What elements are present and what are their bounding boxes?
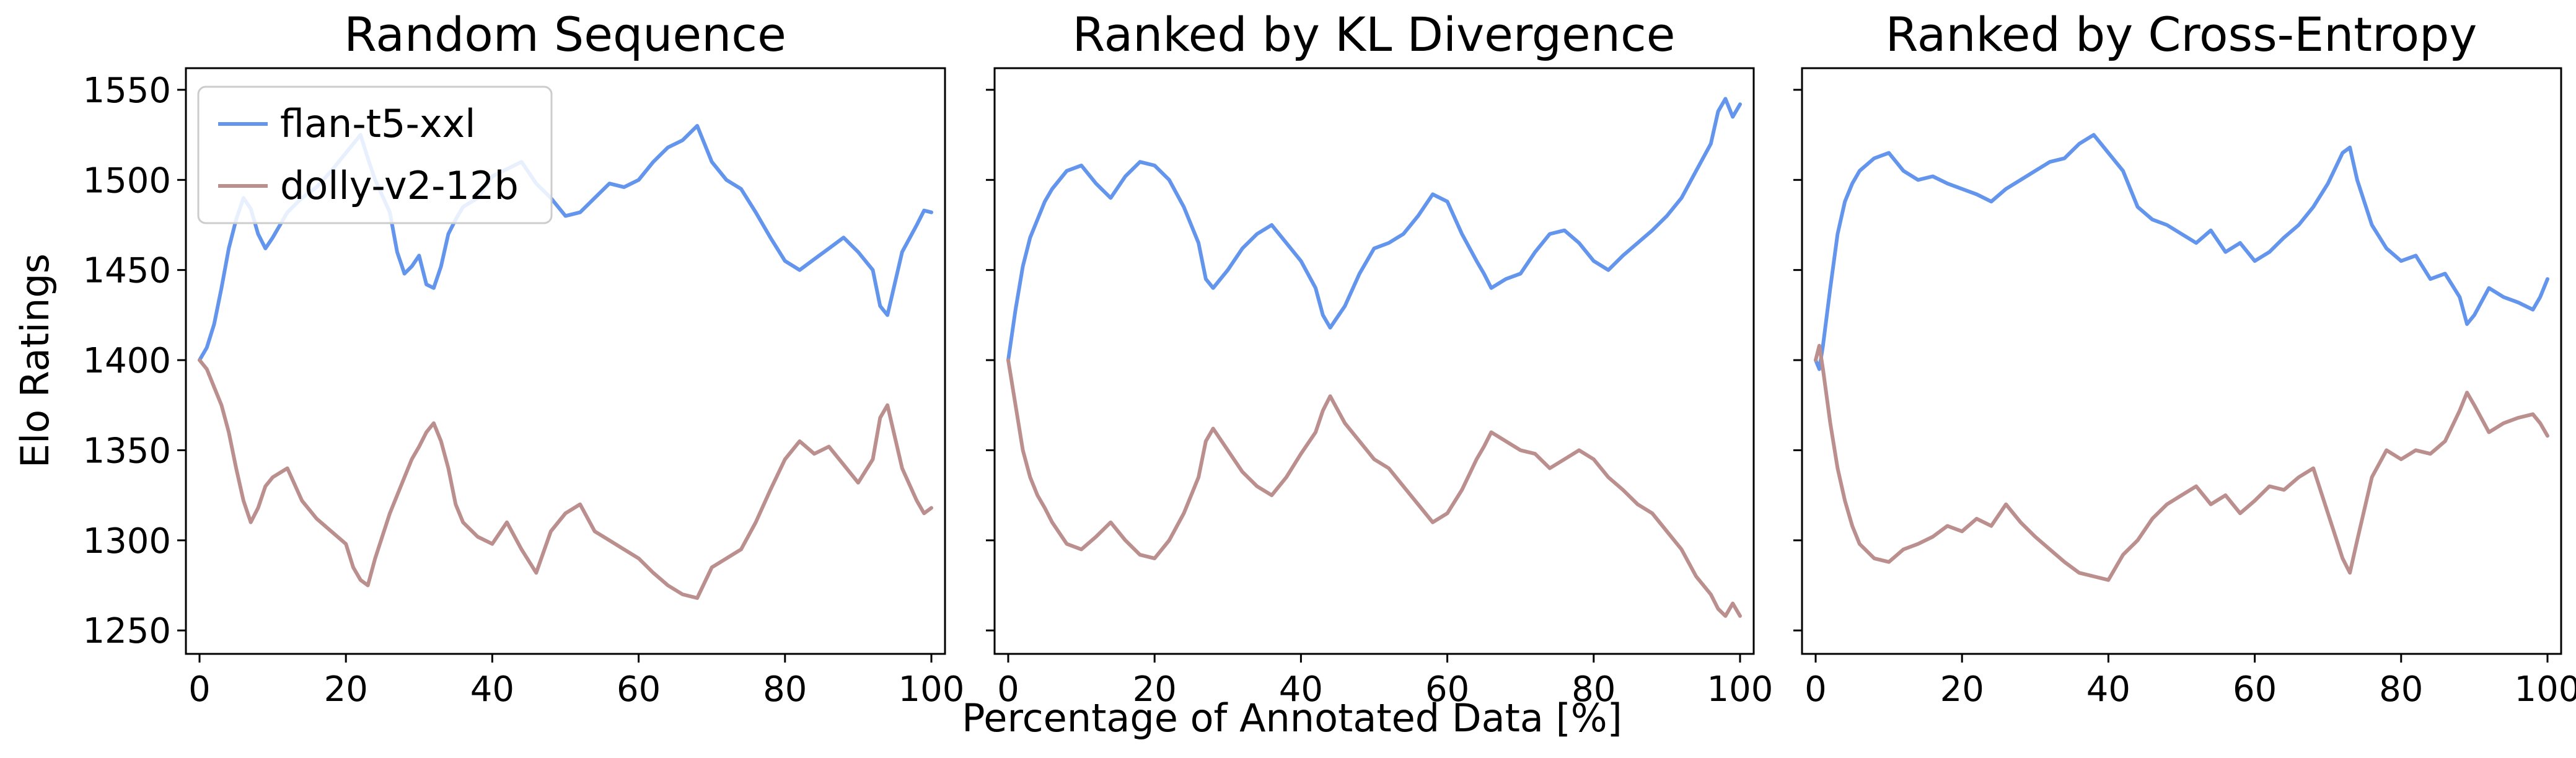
panel-title: Ranked by Cross-Entropy — [1886, 7, 2477, 62]
series-layer — [1006, 97, 1742, 618]
x-tick-label: 60 — [2233, 669, 2277, 710]
panel-cross-entropy: 0 20 40 60 80 100 Ranked by Cross-Entropy — [1793, 7, 2576, 710]
x-tick-label: 20 — [1940, 669, 1984, 710]
x-tick-label: 100 — [1707, 669, 1774, 710]
x-tick-label: 20 — [1133, 669, 1177, 710]
series-line-dolly-v2-12b — [198, 358, 933, 600]
legend-label-dolly-v2-12b: dolly-v2-12b — [280, 163, 519, 208]
panel-kl-divergence: 0 20 40 60 80 100 Ranked by KL Divergence — [986, 7, 1773, 710]
x-axis-label: Percentage of Annotated Data [%] — [962, 695, 1622, 741]
y-tick-label: 1250 — [82, 611, 171, 651]
panel-title: Ranked by KL Divergence — [1072, 7, 1675, 62]
x-tick-label: 60 — [617, 669, 661, 710]
x-tick-label: 80 — [1572, 669, 1615, 710]
x-tick-label: 80 — [2379, 669, 2423, 710]
series-line-flan-t5-xxl — [1814, 133, 2549, 371]
x-tick-label: 100 — [899, 669, 965, 710]
x-tick-label: 100 — [2515, 669, 2576, 710]
x-tick-label: 20 — [324, 669, 368, 710]
y-axis-label: Elo Ratings — [12, 253, 58, 468]
y-tick-label: 1500 — [82, 161, 171, 201]
x-tick-label: 60 — [1425, 669, 1469, 710]
x-tick-label: 0 — [188, 669, 211, 710]
legend: flan-t5-xxl dolly-v2-12b — [197, 86, 553, 224]
x-tick-label: 40 — [2086, 669, 2130, 710]
plot-frame — [185, 67, 946, 655]
plot-frame — [993, 67, 1755, 655]
x-tick-label: 0 — [997, 669, 1019, 710]
y-tick-label: 1400 — [82, 341, 171, 381]
y-tick-label: 1350 — [82, 431, 171, 471]
y-axis-ticks — [1793, 89, 1802, 632]
y-axis-ticks: 1250 1300 1350 1400 1450 1500 1550 — [82, 71, 186, 651]
x-tick-label: 40 — [1279, 669, 1323, 710]
panel-title: Random Sequence — [344, 7, 786, 62]
y-axis-ticks — [986, 89, 995, 632]
legend-label-flan-t5-xxl: flan-t5-xxl — [280, 101, 475, 146]
x-tick-label: 0 — [1805, 669, 1827, 710]
x-axis-ticks: 0 20 40 60 80 100 — [1805, 654, 2576, 710]
plot-frame — [1801, 67, 2562, 655]
series-line-flan-t5-xxl — [1006, 97, 1742, 362]
x-axis-ticks: 0 20 40 60 80 100 — [997, 654, 1773, 710]
series-line-dolly-v2-12b — [1006, 358, 1742, 618]
x-tick-label: 40 — [470, 669, 514, 710]
y-tick-label: 1550 — [82, 71, 171, 111]
y-tick-label: 1450 — [82, 251, 171, 291]
x-tick-label: 80 — [763, 669, 807, 710]
series-line-dolly-v2-12b — [1814, 343, 2549, 582]
legend-box — [197, 86, 553, 224]
y-tick-label: 1300 — [82, 521, 171, 562]
panel-random-sequence: 1250 1300 1350 1400 1450 1500 1550 0 20 40 60 80 10… — [82, 7, 964, 710]
series-layer — [1814, 133, 2549, 582]
x-axis-ticks: 0 20 40 60 80 100 — [188, 654, 964, 710]
